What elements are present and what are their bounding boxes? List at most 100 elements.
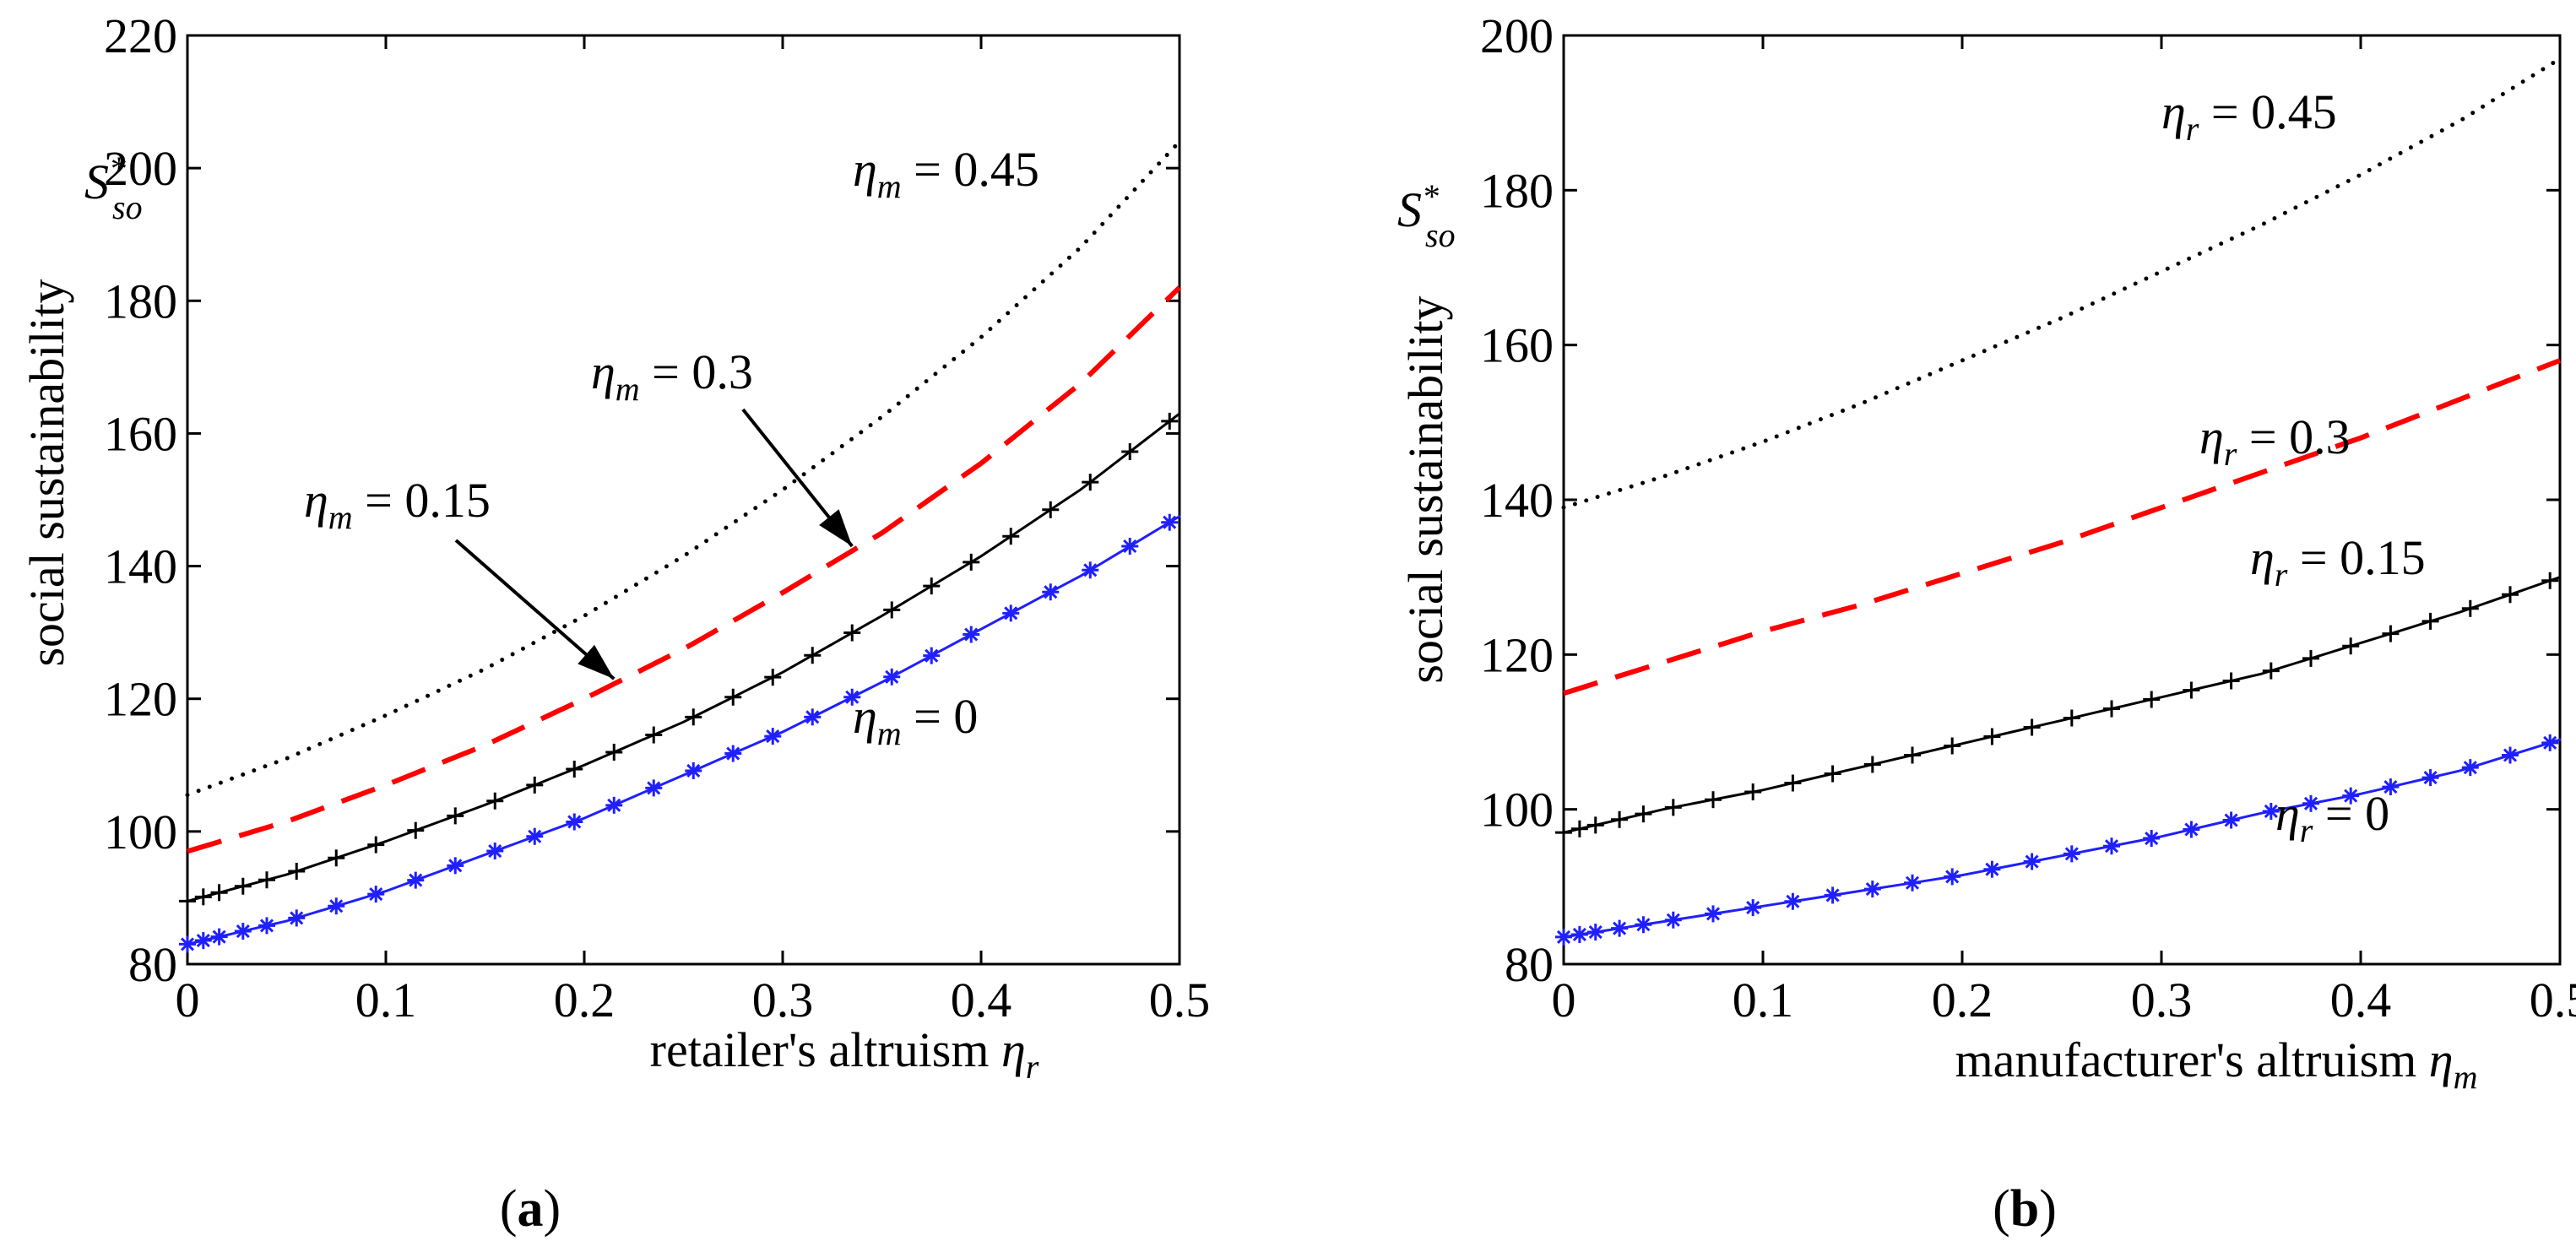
series-marker — [1635, 805, 1652, 823]
series-marker — [288, 863, 306, 880]
eta-subscript: r — [2186, 110, 2199, 148]
y-tick-label: 200 — [1480, 8, 1554, 63]
y-tick-label: 180 — [1480, 163, 1554, 218]
series-marker — [1082, 474, 1099, 491]
series-marker — [1863, 756, 1881, 773]
x-tick-label: 0 — [1552, 973, 1576, 1027]
eta-subscript: r — [2275, 556, 2288, 593]
eta-symbol: η — [2250, 530, 2275, 585]
series-marker — [1824, 765, 1841, 783]
y-tick-label: 80 — [128, 937, 177, 992]
equation-value: = 0.15 — [2287, 530, 2425, 585]
series-marker — [1042, 501, 1060, 518]
series-marker — [1784, 892, 1802, 910]
series-marker — [1555, 824, 1572, 842]
series-marker — [367, 886, 385, 903]
series-marker — [1611, 810, 1629, 828]
series-marker — [2262, 662, 2280, 680]
series-label: ηr = 0.3 — [2199, 409, 2351, 473]
y-axis-label: social sustainability — [1398, 295, 1453, 683]
symbol-main: S — [84, 154, 109, 209]
series-marker — [2063, 845, 2080, 863]
series-marker — [1983, 860, 2001, 878]
x-axis-label: manufacturer's altruism ηm — [1955, 1032, 2478, 1096]
series-marker — [179, 935, 196, 953]
series-marker — [1863, 881, 1881, 898]
symbol-sup: * — [109, 149, 126, 187]
series-marker — [2023, 853, 2041, 870]
series-label: ηm = 0.45 — [853, 142, 1039, 205]
series-marker — [645, 726, 663, 744]
x-tick-label: 0.2 — [1932, 973, 1993, 1027]
symbol-sub: so — [112, 188, 143, 226]
series-marker — [1586, 816, 1604, 834]
series-marker — [2143, 691, 2161, 708]
eta-subscript: m — [328, 498, 353, 536]
x-axis-label-text: manufacturer's altruism — [1955, 1032, 2429, 1087]
series-marker — [407, 821, 425, 839]
equation-value: = 0.15 — [353, 473, 491, 528]
caption-a: (a) — [500, 1180, 561, 1238]
series-marker — [2502, 586, 2519, 604]
series-marker — [2541, 734, 2559, 751]
equation-value: = 0.45 — [2199, 84, 2336, 139]
series-marker — [764, 669, 782, 686]
y-axis-label: social sustainability — [19, 279, 74, 666]
series-marker — [1944, 868, 1961, 886]
y-tick-label: 160 — [1480, 318, 1554, 373]
series-marker — [1705, 905, 1722, 923]
x-axis-label-text: retailer's altruism — [650, 1022, 1001, 1077]
series-marker — [2023, 718, 2041, 736]
eta-subscript: r — [2300, 811, 2313, 849]
x-tick-label: 0 — [176, 973, 200, 1027]
series-marker — [526, 827, 544, 845]
series-label: ηr = 0.45 — [2161, 84, 2337, 148]
series-marker — [2183, 681, 2200, 699]
y-tick-label: 160 — [104, 406, 177, 461]
y-tick-label: 100 — [1480, 783, 1554, 837]
series-marker — [1664, 911, 1682, 929]
series-marker — [194, 888, 212, 906]
x-axis-label-sub: m — [2454, 1058, 2478, 1096]
x-axis-label-sub: r — [1026, 1048, 1039, 1086]
series-marker — [2222, 672, 2240, 690]
eta-symbol: η — [591, 344, 616, 399]
x-tick-label: 0.1 — [1733, 973, 1794, 1027]
series-line — [1563, 358, 2562, 696]
series-marker — [566, 813, 583, 831]
eta-symbol: η — [2275, 786, 2300, 841]
series-marker — [1082, 561, 1099, 579]
series-marker — [2342, 787, 2360, 805]
series-marker — [724, 745, 742, 762]
series-marker — [764, 728, 782, 745]
annotation-arrow-head — [578, 644, 615, 680]
y-tick-label: 180 — [104, 274, 177, 328]
series-marker — [2541, 572, 2559, 589]
series-marker — [1121, 443, 1139, 461]
eta-subscript: r — [2224, 435, 2237, 473]
series-marker — [843, 688, 861, 706]
series-label: ηm = 0 — [853, 689, 978, 752]
series-marker — [1161, 513, 1179, 531]
equation-value: = 0 — [902, 689, 979, 744]
series-marker — [1570, 925, 1588, 943]
series-marker — [328, 897, 345, 915]
series-marker — [2103, 837, 2120, 855]
series-marker — [407, 871, 425, 889]
x-axis-label-symbol: η — [2429, 1032, 2454, 1087]
y-axis-symbol: S* so — [84, 149, 143, 226]
series-marker — [1784, 774, 1802, 792]
eta-subscript: m — [877, 167, 902, 205]
series-marker — [2421, 769, 2439, 787]
series-marker — [923, 647, 941, 664]
series-marker — [1944, 737, 1961, 755]
series-marker — [566, 761, 583, 778]
y-tick-label: 100 — [104, 805, 177, 859]
x-axis-label: retailer's altruism ηr — [650, 1022, 1039, 1086]
series-marker — [288, 909, 306, 927]
series-line — [1561, 57, 2562, 510]
series-marker — [923, 577, 941, 595]
series-marker — [367, 836, 385, 854]
eta-symbol: η — [853, 142, 877, 197]
